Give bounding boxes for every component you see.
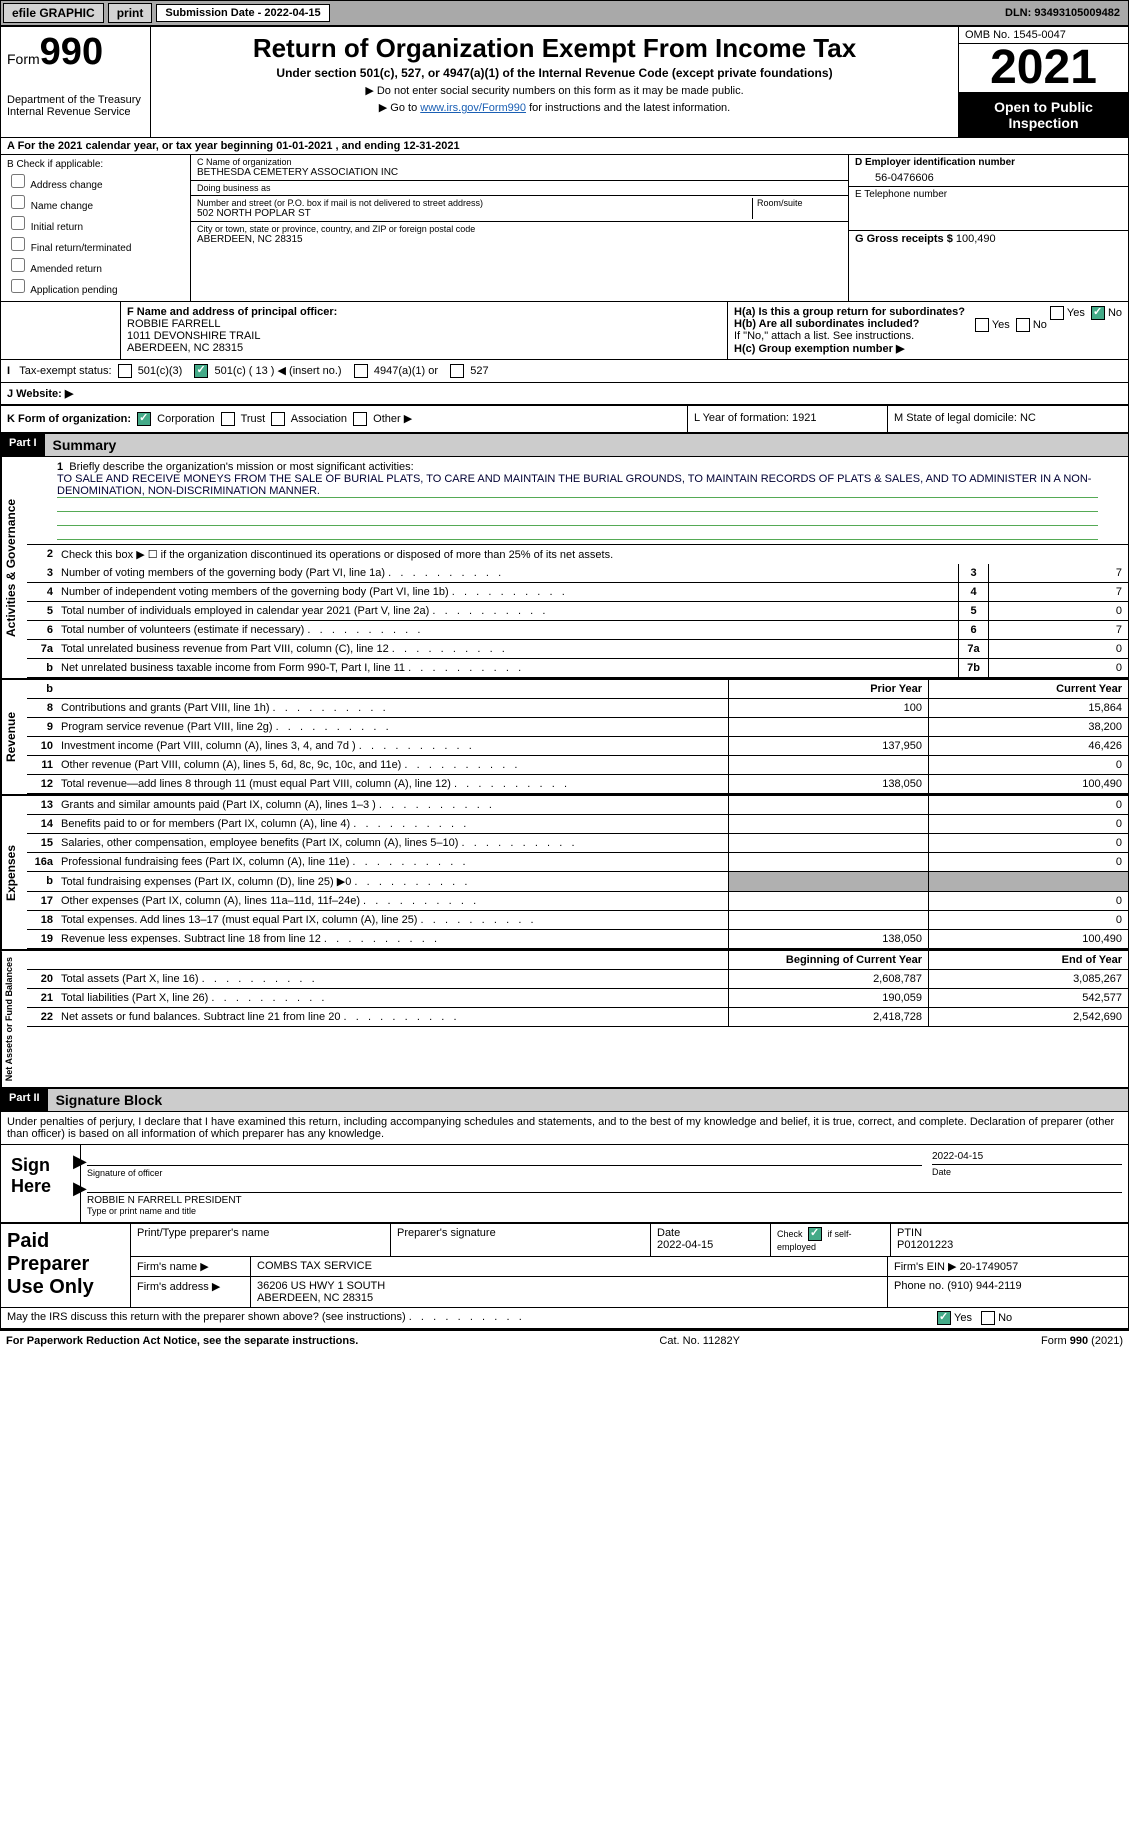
print-button[interactable]: print [108, 3, 153, 23]
street-value: 502 NORTH POPLAR ST [197, 208, 752, 219]
org-info-grid: B Check if applicable: Address change Na… [1, 155, 1128, 302]
b-header: B Check if applicable: [7, 159, 184, 170]
tab-expenses: Expenses [1, 796, 27, 949]
firm-ein: Firm's EIN ▶ 20-1749057 [888, 1257, 1128, 1276]
col-boy: Beginning of Current Year [728, 951, 928, 969]
f-lbl: F Name and address of principal officer: [127, 306, 337, 318]
tab-activities: Activities & Governance [1, 457, 27, 678]
chk-name[interactable]: Name change [7, 192, 184, 212]
tab-revenue: Revenue [1, 680, 27, 794]
firm-phone: Phone no. (910) 944-2119 [888, 1277, 1128, 1307]
mission-text: TO SALE AND RECEIVE MONEYS FROM THE SALE… [57, 473, 1098, 498]
activities-section: Activities & Governance 1 Briefly descri… [1, 457, 1128, 680]
line-i: I Tax-exempt status: 501(c)(3) 501(c) ( … [1, 360, 1128, 383]
footer-mid: Cat. No. 11282Y [659, 1335, 740, 1347]
hb-note: If "No," attach a list. See instructions… [734, 330, 1122, 342]
c-name-lbl: C Name of organization [197, 157, 842, 167]
prep-name-lbl: Print/Type preparer's name [131, 1224, 391, 1256]
officer-addr2: ABERDEEN, NC 28315 [127, 342, 243, 354]
chk-amended[interactable]: Amended return [7, 255, 184, 275]
form-header: Form990 Department of the Treasury Inter… [1, 27, 1128, 138]
firm-name-lbl: Firm's name ▶ [131, 1257, 251, 1276]
prep-ptin: PTIN P01201223 [891, 1224, 1128, 1256]
form-number: Form990 [7, 31, 144, 74]
form-title: Return of Organization Exempt From Incom… [157, 33, 952, 64]
chk-address[interactable]: Address change [7, 171, 184, 191]
goto-link-line: Go to www.irs.gov/Form990 for instructio… [157, 101, 952, 114]
street-lbl: Number and street (or P.O. box if mail i… [197, 198, 752, 208]
paid-preparer-block: Paid Preparer Use Only Print/Type prepar… [1, 1224, 1128, 1308]
col-eoy: End of Year [928, 951, 1128, 969]
revenue-section: Revenue b Prior Year Current Year 8Contr… [1, 680, 1128, 796]
perjury-decl: Under penalties of perjury, I declare th… [1, 1112, 1128, 1145]
firm-addr-lbl: Firm's address ▶ [131, 1277, 251, 1307]
col-current: Current Year [928, 680, 1128, 698]
prep-date: Date 2022-04-15 [651, 1224, 771, 1256]
irs-link[interactable]: www.irs.gov/Form990 [420, 102, 526, 114]
part2-header: Part II Signature Block [1, 1089, 1128, 1112]
hc-line: H(c) Group exemption number ▶ [734, 342, 1122, 355]
tab-netassets: Net Assets or Fund Balances [1, 951, 27, 1087]
sig-name: ROBBIE N FARRELL PRESIDENT [87, 1195, 1122, 1206]
city-value: ABERDEEN, NC 28315 [197, 234, 842, 245]
gross-value: 100,490 [956, 233, 996, 245]
firm-name: COMBS TAX SERVICE [251, 1257, 888, 1276]
line-j: J Website: ▶ [1, 383, 1128, 406]
sig-date-val: 2022-04-15 [932, 1151, 1122, 1162]
tax-year: 2021 [959, 44, 1128, 93]
expenses-section: Expenses 13Grants and similar amounts pa… [1, 796, 1128, 951]
col-prior: Prior Year [728, 680, 928, 698]
dba-lbl: Doing business as [197, 183, 842, 193]
sign-here-block: Sign Here ▶ Signature of officer 2022-04… [1, 1145, 1128, 1224]
ssn-notice: Do not enter social security numbers on … [157, 84, 952, 97]
org-name: BETHESDA CEMETERY ASSOCIATION INC [197, 167, 842, 178]
sig-date-lbl: Date [932, 1167, 1122, 1177]
line-a: A For the 2021 calendar year, or tax yea… [1, 138, 1128, 155]
footer-left: For Paperwork Reduction Act Notice, see … [6, 1335, 358, 1347]
officer-addr1: 1011 DEVONSHIRE TRAIL [127, 330, 260, 342]
part1-header: Part I Summary [1, 434, 1128, 457]
page-footer: For Paperwork Reduction Act Notice, see … [0, 1331, 1129, 1351]
dln-label: DLN: 93493105009482 [1005, 7, 1126, 19]
room-lbl: Room/suite [752, 198, 842, 219]
line-k: K Form of organization: Corporation Trus… [1, 406, 1128, 434]
prep-sig-lbl: Preparer's signature [391, 1224, 651, 1256]
city-lbl: City or town, state or province, country… [197, 224, 842, 234]
discuss-line: May the IRS discuss this return with the… [1, 1308, 1128, 1330]
ha-line: H(a) Is this a group return for subordin… [734, 306, 1122, 318]
prep-selfemp: Check if self-employed [771, 1224, 891, 1256]
efile-button[interactable]: efile GRAPHIC [3, 3, 104, 23]
submission-date: Submission Date - 2022-04-15 [156, 4, 329, 22]
footer-right: Form 990 (2021) [1041, 1335, 1123, 1347]
chk-pending[interactable]: Application pending [7, 276, 184, 296]
q1-label: Briefly describe the organization's miss… [69, 461, 413, 473]
sig-officer-lbl: Signature of officer [87, 1168, 922, 1178]
open-inspection: Open to Public Inspection [959, 93, 1128, 137]
netassets-section: Net Assets or Fund Balances Beginning of… [1, 951, 1128, 1089]
officer-name: ROBBIE FARRELL [127, 318, 221, 330]
gross-lbl: G Gross receipts $ [855, 233, 953, 245]
chk-final[interactable]: Final return/terminated [7, 234, 184, 254]
form-container: Form990 Department of the Treasury Inter… [0, 26, 1129, 1331]
sig-type-lbl: Type or print name and title [87, 1206, 1122, 1216]
q2-text: Check this box ▶ ☐ if the organization d… [57, 545, 1128, 564]
chk-initial[interactable]: Initial return [7, 213, 184, 233]
top-toolbar: efile GRAPHIC print Submission Date - 20… [0, 0, 1129, 26]
dept-label: Department of the Treasury Internal Reve… [7, 94, 144, 118]
form-subtitle: Under section 501(c), 527, or 4947(a)(1)… [157, 66, 952, 80]
ein-lbl: D Employer identification number [855, 157, 1122, 168]
ein-value: 56-0476606 [855, 168, 1122, 184]
firm-addr: 36206 US HWY 1 SOUTH ABERDEEN, NC 28315 [251, 1277, 888, 1307]
officer-h-section: F Name and address of principal officer:… [1, 302, 1128, 360]
phone-lbl: E Telephone number [855, 189, 1122, 200]
